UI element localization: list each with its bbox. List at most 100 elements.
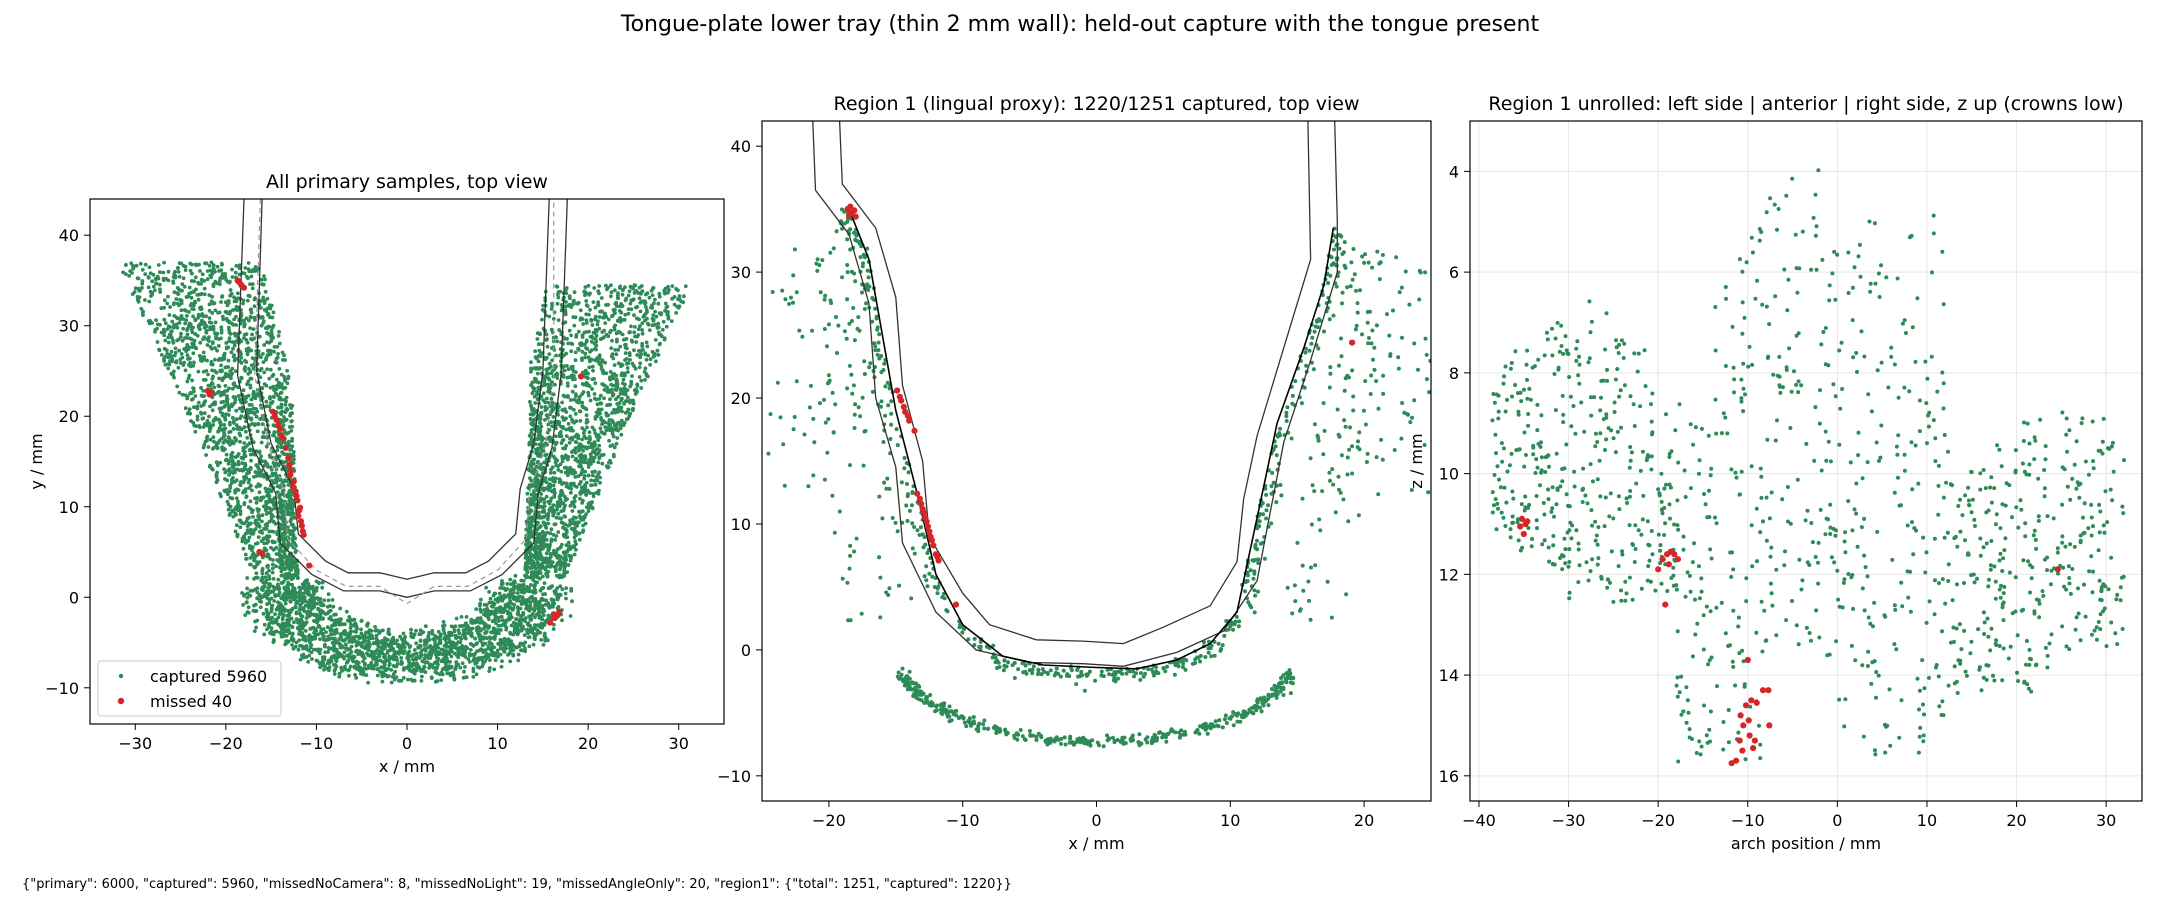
captured-point	[293, 550, 298, 555]
captured-point	[272, 395, 276, 399]
captured-point	[236, 459, 241, 464]
captured-point	[227, 280, 232, 285]
captured-point	[409, 627, 413, 632]
captured-point	[566, 395, 570, 399]
captured-point	[344, 661, 349, 665]
captured-point	[204, 453, 209, 457]
captured-point	[544, 332, 549, 337]
captured-point	[420, 659, 425, 664]
captured-point	[163, 338, 168, 343]
captured-point	[523, 561, 528, 566]
captured-point	[594, 434, 599, 439]
captured-point	[537, 342, 541, 346]
captured-point	[237, 266, 242, 270]
captured-point	[308, 613, 312, 617]
captured-point	[240, 521, 245, 526]
captured-point	[247, 593, 252, 598]
captured-point	[211, 446, 216, 450]
captured-point	[242, 501, 247, 505]
captured-point	[233, 395, 238, 399]
captured-point	[579, 472, 583, 477]
captured-point	[268, 465, 273, 469]
captured-point	[512, 581, 517, 586]
captured-point	[259, 298, 264, 303]
captured-point	[669, 319, 674, 323]
captured-point	[614, 397, 618, 402]
captured-point	[533, 588, 538, 593]
captured-point	[348, 636, 353, 641]
captured-point	[541, 643, 546, 647]
captured-point	[441, 620, 446, 624]
captured-point	[634, 289, 639, 293]
captured-point	[261, 360, 266, 364]
captured-point	[148, 271, 153, 276]
captured-point	[591, 450, 595, 454]
captured-point	[463, 636, 468, 641]
captured-point	[660, 334, 664, 339]
captured-point	[298, 603, 303, 607]
captured-point	[162, 333, 167, 338]
captured-point	[191, 325, 195, 330]
captured-point	[211, 419, 216, 423]
captured-point	[645, 344, 650, 349]
captured-point	[221, 317, 226, 322]
captured-point	[229, 376, 233, 381]
captured-point	[649, 288, 654, 293]
captured-point	[314, 658, 319, 663]
captured-point	[454, 661, 459, 665]
captured-point	[589, 317, 593, 322]
captured-point	[196, 369, 201, 374]
captured-point	[540, 610, 545, 615]
captured-point	[280, 617, 285, 622]
captured-point	[606, 285, 610, 290]
captured-point	[615, 339, 619, 344]
captured-point	[441, 628, 446, 632]
captured-point	[252, 565, 256, 569]
captured-point	[266, 555, 271, 559]
captured-point	[458, 624, 462, 628]
captured-point	[236, 452, 241, 456]
captured-point	[504, 625, 509, 630]
captured-point	[257, 507, 261, 512]
captured-point	[237, 406, 242, 411]
captured-point	[591, 494, 596, 499]
captured-point	[240, 461, 245, 466]
captured-point	[298, 611, 302, 616]
captured-point	[236, 488, 241, 492]
captured-point	[338, 606, 343, 611]
captured-point	[569, 486, 574, 491]
captured-point	[606, 421, 611, 426]
captured-point	[262, 526, 266, 531]
captured-point	[199, 411, 204, 416]
captured-point	[528, 400, 532, 404]
captured-point	[325, 625, 330, 629]
captured-point	[272, 349, 276, 354]
captured-point	[553, 442, 558, 447]
captured-point	[570, 417, 574, 422]
captured-point	[381, 670, 386, 675]
captured-point	[630, 374, 634, 378]
captured-point	[233, 529, 238, 534]
captured-point	[264, 607, 269, 612]
captured-point	[366, 666, 371, 670]
captured-point	[655, 326, 660, 330]
captured-point	[213, 402, 217, 407]
captured-point	[218, 420, 223, 425]
captured-point	[292, 620, 296, 625]
captured-point	[519, 578, 524, 583]
captured-point	[566, 341, 571, 346]
captured-point	[458, 665, 463, 670]
captured-point	[187, 407, 192, 411]
captured-point	[487, 640, 492, 645]
captured-point	[580, 333, 585, 338]
captured-point	[619, 405, 624, 410]
captured-point	[233, 400, 237, 405]
captured-point	[409, 631, 413, 636]
captured-point	[515, 605, 520, 609]
captured-point	[584, 512, 588, 516]
captured-point	[616, 329, 621, 334]
captured-point	[185, 314, 189, 318]
captured-point	[247, 521, 252, 526]
captured-point	[531, 578, 535, 582]
captured-point	[572, 552, 577, 557]
